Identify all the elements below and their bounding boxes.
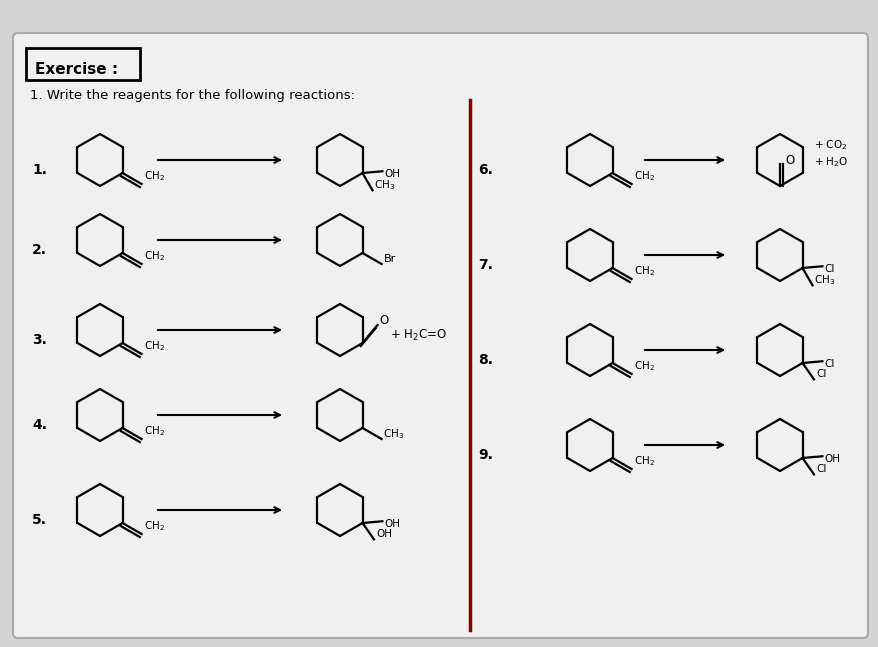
Text: CH$_2$: CH$_2$ bbox=[633, 169, 654, 183]
Text: 8.: 8. bbox=[478, 353, 493, 367]
Text: 1.: 1. bbox=[32, 163, 47, 177]
Text: O: O bbox=[379, 314, 388, 327]
Text: Cl: Cl bbox=[824, 264, 834, 274]
Text: 5.: 5. bbox=[32, 513, 47, 527]
Text: Exercise :: Exercise : bbox=[35, 61, 118, 76]
Text: CH$_2$: CH$_2$ bbox=[633, 359, 654, 373]
Text: CH$_2$: CH$_2$ bbox=[143, 249, 164, 263]
Text: O: O bbox=[784, 155, 794, 168]
Text: CH$_2$: CH$_2$ bbox=[633, 264, 654, 278]
Text: Cl: Cl bbox=[815, 465, 825, 474]
FancyBboxPatch shape bbox=[26, 48, 140, 80]
Text: CH$_2$: CH$_2$ bbox=[143, 339, 164, 353]
Text: OH: OH bbox=[376, 529, 392, 540]
Text: CH$_3$: CH$_3$ bbox=[813, 274, 834, 287]
Text: OH: OH bbox=[384, 520, 400, 529]
Text: CH$_2$: CH$_2$ bbox=[143, 519, 164, 533]
FancyBboxPatch shape bbox=[13, 33, 867, 638]
Text: OH: OH bbox=[384, 170, 400, 179]
Text: Br: Br bbox=[383, 254, 395, 264]
Text: + H$_2$C=O: + H$_2$C=O bbox=[390, 327, 446, 342]
Text: 4.: 4. bbox=[32, 418, 47, 432]
Text: 6.: 6. bbox=[478, 163, 493, 177]
Text: 3.: 3. bbox=[32, 333, 47, 347]
Text: CH$_2$: CH$_2$ bbox=[143, 169, 164, 183]
Text: CH$_3$: CH$_3$ bbox=[373, 179, 394, 192]
Text: Cl: Cl bbox=[815, 369, 825, 379]
Text: + H$_2$O: + H$_2$O bbox=[813, 155, 847, 169]
Text: OH: OH bbox=[824, 454, 839, 465]
Text: 7.: 7. bbox=[478, 258, 493, 272]
Text: 1. Write the reagents for the following reactions:: 1. Write the reagents for the following … bbox=[30, 89, 355, 102]
Text: Cl: Cl bbox=[824, 359, 834, 369]
Text: CH$_3$: CH$_3$ bbox=[382, 427, 403, 441]
Text: CH$_2$: CH$_2$ bbox=[143, 424, 164, 438]
Text: CH$_2$: CH$_2$ bbox=[633, 454, 654, 468]
Text: 2.: 2. bbox=[32, 243, 47, 257]
Text: + CO$_2$: + CO$_2$ bbox=[813, 138, 846, 152]
Text: 9.: 9. bbox=[478, 448, 493, 462]
